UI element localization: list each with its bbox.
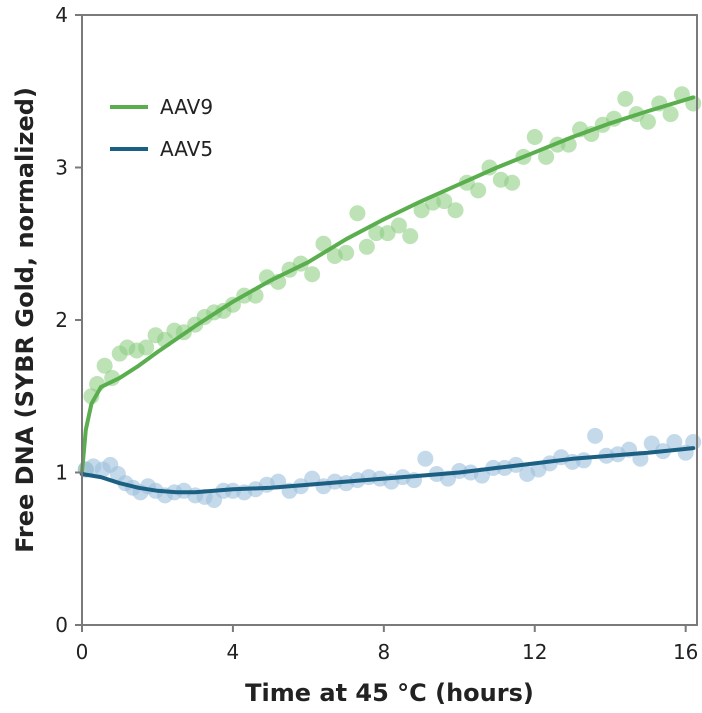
aav9-data-point [662,106,679,123]
y-tick-label: 0 [55,613,68,637]
x-tick-label: 8 [377,640,390,664]
aav9-data-point [368,225,385,242]
aav9-data-point [138,339,155,356]
aav9-data-point [402,228,419,245]
aav9-data-point [358,238,375,255]
aav9-data-point [639,113,656,130]
aav9-data-point [413,202,430,219]
aav9-data-point [349,205,366,222]
fit-lines-layer [80,95,696,495]
aav5-data-point [417,450,434,467]
y-tick-label: 3 [55,156,68,180]
aav5-data-point [666,434,683,450]
aav9-data-point [315,235,332,252]
aav9-data-point [304,266,321,283]
aav9-data-point [379,225,396,242]
aav9-data-point [447,202,464,219]
aav5-data-point [587,427,604,444]
aav9-data-point [436,193,453,210]
aav9-data-point [390,217,407,234]
x-tick-label: 16 [673,640,698,664]
aav9-data-point [470,182,487,199]
aav9-data-point [526,129,543,145]
y-axis-title: Free DNA (SYBR Gold, normalized) [11,87,39,553]
aav5-fit-line [80,446,696,495]
legend-label-aav5: AAV5 [160,137,213,161]
legend: AAV9 AAV5 [110,95,213,161]
x-tick-label: 12 [522,640,547,664]
x-axis-title: Time at 45 °C (hours) [245,679,534,707]
x-tick-label: 4 [227,640,240,664]
y-tick-label: 2 [55,308,68,332]
aav9-data-point [617,90,634,107]
x-tick-label: 0 [76,640,89,664]
y-tick-label: 4 [55,3,68,27]
aav9-data-point [504,174,521,191]
aav9-data-point [96,357,113,374]
aav5-data-point [643,435,660,452]
y-tick-label: 1 [55,461,68,485]
aav9-fit-line [80,95,696,475]
legend-label-aav9: AAV9 [160,95,213,119]
aav9-data-point [538,148,555,165]
aav9-data-point [338,244,355,261]
